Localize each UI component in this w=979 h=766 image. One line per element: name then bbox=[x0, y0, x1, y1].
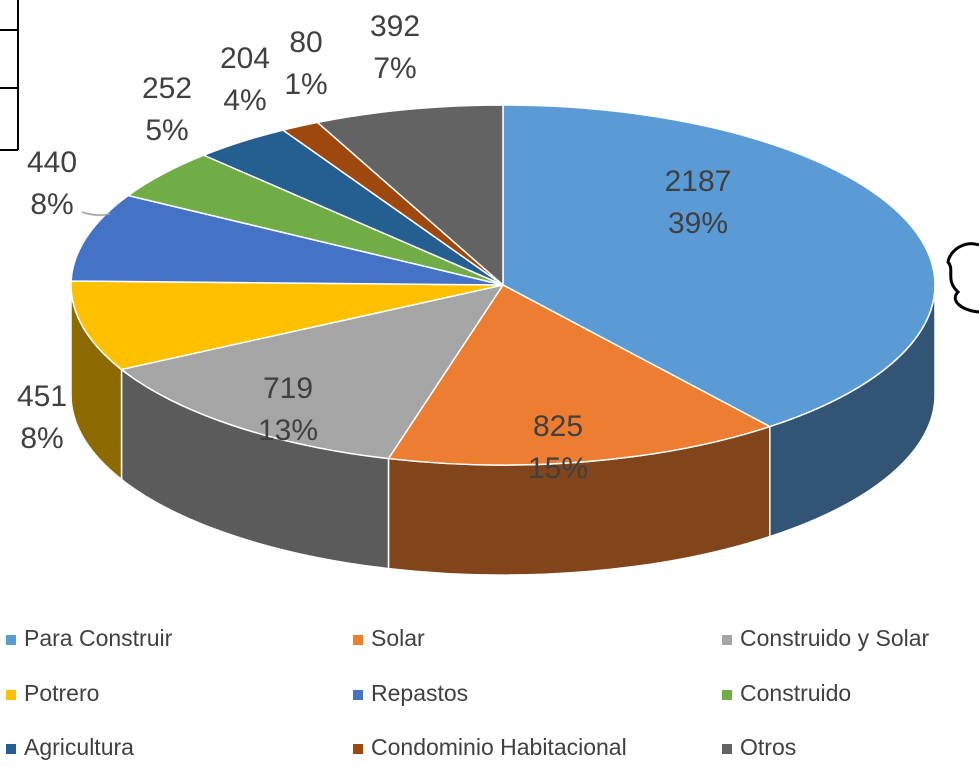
legend-label: Condominio Habitacional bbox=[371, 734, 627, 760]
percent-label: 8% bbox=[20, 422, 63, 455]
data-label: 80 bbox=[289, 26, 322, 59]
legend-label: Para Construir bbox=[24, 625, 173, 651]
data-label: 825 bbox=[533, 410, 583, 443]
legend-label: Construido y Solar bbox=[740, 625, 930, 651]
percent-label: 13% bbox=[258, 414, 318, 447]
legend-swatch bbox=[6, 635, 16, 645]
legend-swatch bbox=[353, 744, 363, 754]
legend-swatch bbox=[722, 690, 732, 700]
data-label: 2187 bbox=[665, 165, 732, 198]
data-label: 392 bbox=[370, 10, 420, 43]
percent-label: 8% bbox=[30, 188, 73, 221]
slice bbox=[315, 104, 504, 287]
data-label: 440 bbox=[27, 146, 77, 179]
legend-swatch bbox=[6, 744, 16, 754]
legend-swatch bbox=[722, 744, 732, 754]
legend-swatch bbox=[722, 635, 732, 645]
data-label: 252 bbox=[142, 72, 192, 105]
percent-label: 5% bbox=[145, 114, 188, 147]
table-fragment bbox=[0, 0, 19, 151]
slice bbox=[387, 284, 772, 466]
legend-label: Potrero bbox=[24, 680, 99, 706]
percent-label: 15% bbox=[528, 452, 588, 485]
legend-label: Repastos bbox=[371, 680, 468, 706]
legend-label: Solar bbox=[371, 625, 425, 651]
legend-label: Construido bbox=[740, 680, 851, 706]
data-label: 719 bbox=[263, 372, 313, 405]
slice bbox=[70, 280, 504, 371]
legend-swatch bbox=[353, 635, 363, 645]
legend-swatch bbox=[6, 690, 16, 700]
percent-label: 39% bbox=[668, 207, 728, 240]
leader-line bbox=[81, 211, 111, 216]
icon-fragment bbox=[946, 242, 979, 314]
slice bbox=[70, 194, 504, 286]
percent-label: 7% bbox=[373, 52, 416, 85]
legend-label: Agricultura bbox=[24, 734, 134, 760]
slice bbox=[119, 283, 505, 460]
legend-swatch bbox=[353, 690, 363, 700]
percent-label: 1% bbox=[284, 68, 327, 101]
legend-label: Otros bbox=[740, 734, 796, 760]
data-label: 204 bbox=[220, 42, 270, 75]
data-label: 451 bbox=[17, 380, 67, 413]
slice bbox=[502, 104, 936, 428]
percent-label: 4% bbox=[223, 84, 266, 117]
